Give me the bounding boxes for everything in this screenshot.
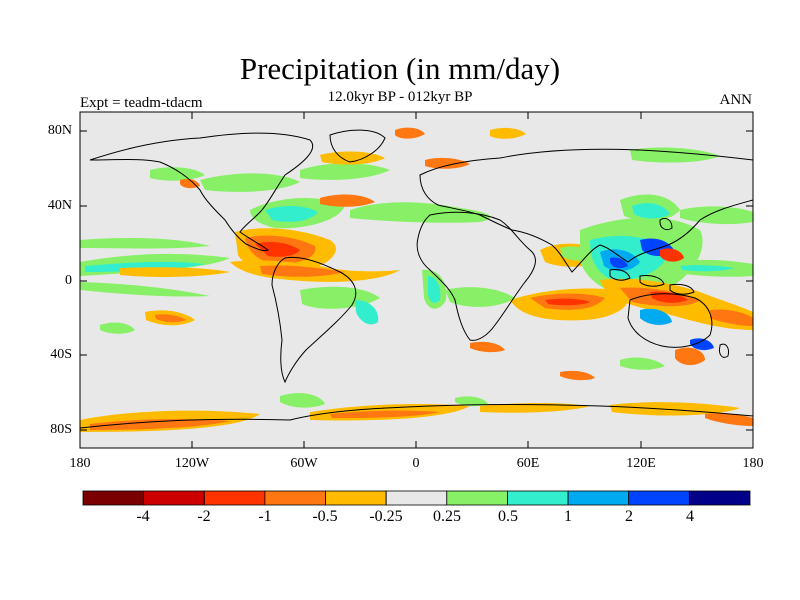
colorbar-tick-label: -0.25 xyxy=(369,508,403,525)
lat-label-eq: 0 xyxy=(65,273,72,288)
coastline-islands xyxy=(669,283,695,295)
contour-negative xyxy=(320,194,375,207)
map-subtitle: 12.0kyr BP - 012kyr BP xyxy=(327,89,473,105)
colorbar-tick-label: 4 xyxy=(686,508,694,525)
contour-positive xyxy=(85,261,205,272)
contour-positive xyxy=(620,357,665,370)
lon-label-120w: 120W xyxy=(174,456,210,471)
coastline-eurasia xyxy=(419,148,753,273)
colorbar-tick-label: 2 xyxy=(625,508,633,525)
lon-label-60w: 60W xyxy=(290,456,318,471)
contour-negative xyxy=(155,314,186,323)
lon-label-180w: 180 xyxy=(69,456,91,471)
coastline-islands xyxy=(659,217,673,231)
contour-negative xyxy=(90,419,230,430)
contour-positive xyxy=(455,396,488,407)
contour-negative xyxy=(395,127,425,139)
contour-positive xyxy=(355,300,379,325)
coastline-islands xyxy=(609,269,631,281)
coastline-new-zealand xyxy=(719,343,729,358)
coastline-africa xyxy=(416,211,536,341)
season-label: ANN xyxy=(719,92,753,108)
coastline-australia xyxy=(627,293,713,348)
lon-label-60e: 60E xyxy=(516,456,540,471)
contour-positive xyxy=(680,265,735,272)
coastline-antarctica xyxy=(80,404,753,429)
colorbar-tick-label: -2 xyxy=(197,508,211,525)
contour-negative xyxy=(260,265,345,277)
contour-negative xyxy=(710,309,753,326)
colorbar-swatch xyxy=(567,490,630,506)
colorbar-tick-label: 0.25 xyxy=(433,508,461,525)
contour-positive xyxy=(265,206,318,222)
coastline-south-america xyxy=(271,256,357,384)
colorbar-swatch xyxy=(446,490,508,506)
contour-negative xyxy=(470,341,505,353)
precipitation-anomaly-field xyxy=(80,127,753,432)
colorbar-swatch xyxy=(325,490,387,506)
colorbar-tick-label: -1 xyxy=(258,508,272,525)
contour-positive xyxy=(680,206,753,225)
contour-positive xyxy=(640,308,672,325)
colorbar-tick-label: -4 xyxy=(136,508,150,525)
experiment-label: Expt = teadm-tdacm xyxy=(80,95,203,111)
lon-tick-marks xyxy=(79,112,754,448)
coastline-greenland xyxy=(329,129,386,163)
lat-label-80s: 80S xyxy=(50,422,72,437)
contour-negative xyxy=(425,157,470,169)
contour-positive xyxy=(350,202,491,223)
contour-positive xyxy=(445,287,515,307)
contour-negative xyxy=(705,413,753,426)
contour-positive xyxy=(80,282,210,297)
lon-label-120e: 120E xyxy=(626,456,656,471)
colorbar-swatch xyxy=(689,490,751,506)
contour-positive xyxy=(610,257,628,269)
contour-negative xyxy=(180,178,200,189)
lat-tick-marks xyxy=(80,130,753,431)
colorbar-tick-label: 1 xyxy=(564,508,572,525)
contour-positive xyxy=(150,167,205,181)
coastline-north-america xyxy=(89,132,313,251)
colorbar-swatch xyxy=(507,490,569,506)
contour-negative xyxy=(675,347,705,366)
lat-label-40n: 40N xyxy=(47,198,72,213)
contour-positive xyxy=(100,322,135,334)
contour-positive xyxy=(690,338,714,351)
colorbar-swatch xyxy=(82,490,144,506)
coastlines xyxy=(80,129,753,429)
colorbar-swatch xyxy=(143,490,205,506)
contour-positive xyxy=(280,393,325,408)
contour-negative xyxy=(660,248,684,262)
colorbar-swatch xyxy=(203,490,266,506)
coastline-islands xyxy=(639,275,665,287)
contour-negative xyxy=(255,242,300,257)
contour-negative xyxy=(330,410,440,418)
lat-label-40s: 40S xyxy=(50,347,72,362)
contour-negative xyxy=(560,370,595,381)
map-title: Precipitation (in mm/day) xyxy=(239,51,561,86)
contour-positive xyxy=(428,276,441,303)
contour-positive xyxy=(300,163,390,180)
contour-negative xyxy=(120,267,230,277)
contour-positive xyxy=(200,173,300,192)
contour-positive xyxy=(632,203,670,219)
colorbar xyxy=(82,490,751,506)
colorbar-swatch xyxy=(264,490,326,506)
lat-label-80n: 80N xyxy=(47,123,72,138)
lon-label-0: 0 xyxy=(412,456,420,471)
colorbar-tick-label: 0.5 xyxy=(498,508,518,525)
colorbar-swatch xyxy=(385,490,448,506)
contour-negative xyxy=(490,127,526,139)
contour-negative xyxy=(545,298,590,306)
colorbar-swatch xyxy=(628,490,690,506)
contour-positive xyxy=(630,147,720,163)
contour-positive xyxy=(80,238,210,249)
colorbar-tick-label: -0.5 xyxy=(312,508,338,525)
lon-label-180e: 180 xyxy=(742,456,764,471)
